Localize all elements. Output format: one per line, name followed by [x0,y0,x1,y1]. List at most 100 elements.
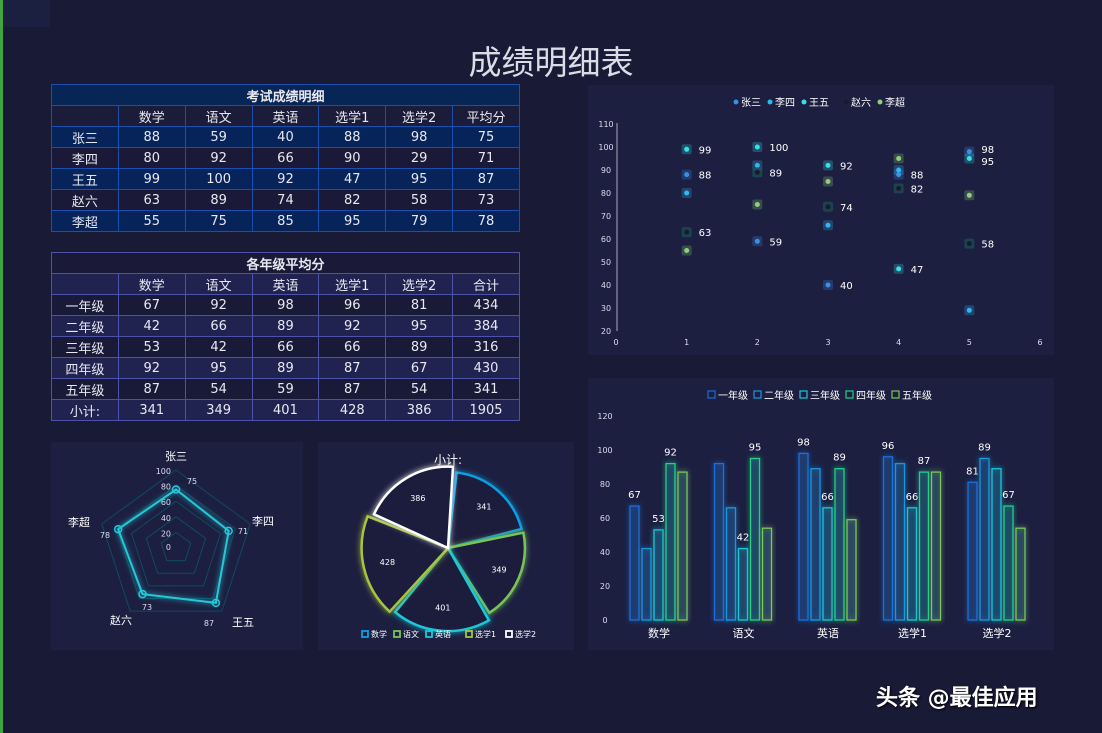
radar-panel: 020406080100张三75李四71王五87赵六73李超78 [51,442,303,650]
table-cell: 89 [386,337,453,358]
x-tick-label: 1 [684,338,689,347]
y-tick-label: 120 [597,412,612,421]
data-label: 67 [1002,490,1015,501]
bar [908,508,917,620]
table-cell: 95 [319,211,386,232]
legend-marker [754,391,761,398]
table-cell: 87 [319,379,386,400]
data-label: 47 [911,265,924,276]
bar [763,528,772,620]
table-cell: 59 [252,379,319,400]
data-label: 89 [833,453,846,464]
y-tick-label: 90 [601,166,611,175]
pie-panel: 小计:341349401428386数学语文英语选学1选学2 [318,442,574,650]
x-tick-label: 选学2 [983,626,1012,640]
legend-label: 三年级 [810,389,840,402]
data-point [755,202,760,207]
table-cell: 341 [118,400,185,421]
exam-scores-table: 考试成绩明细数学语文英语选学1选学2平均分张三885940889875李四809… [51,84,520,232]
bar [896,464,905,620]
bar [811,469,820,620]
data-point [967,156,972,161]
column-header: 语文 [185,106,252,127]
table-cell: 59 [185,127,252,148]
data-point [755,145,760,150]
data-point [896,156,901,161]
table-cell: 92 [319,316,386,337]
data-label: 100 [769,143,788,154]
radar-value-label: 73 [142,603,152,612]
table-cell: 40 [252,127,319,148]
radar-indicator-label: 李超 [68,515,90,529]
y-tick-label: 20 [600,582,610,591]
table-cell: 二年级 [52,316,119,337]
data-label: 59 [769,237,782,248]
table-cell: 95 [386,316,453,337]
watermark: 头条 @最佳应用 [876,680,1038,712]
table-cell: 赵六 [52,190,119,211]
column-header [52,274,119,295]
y-tick-label: 70 [601,212,611,221]
bar [630,506,639,620]
legend-label: 语文 [403,629,419,639]
data-label: 63 [699,228,712,239]
corner-block [3,0,50,27]
y-tick-label: 60 [600,514,610,523]
table-cell: 54 [185,379,252,400]
table-cell: 99 [118,169,185,190]
table-row: 五年级8754598754341 [52,379,520,400]
scatter-chart: 20304050607080901001100123456张三李四王五赵六李超9… [588,85,1054,355]
legend-marker [394,631,400,637]
legend-marker [802,100,807,105]
table-cell: 李超 [52,211,119,232]
table-cell: 王五 [52,169,119,190]
y-tick-label: 80 [601,189,611,198]
column-header: 平均分 [453,106,520,127]
table-cell: 95 [185,358,252,379]
table-cell: 1905 [453,400,520,421]
legend-label: 赵六 [851,96,871,109]
bar [739,549,748,620]
bar [884,457,893,620]
data-point [755,163,760,168]
data-label: 92 [840,161,853,172]
table-row: 二年级4266899295384 [52,316,520,337]
legend-label: 李超 [885,96,905,109]
data-label: 58 [981,240,994,251]
column-header: 数学 [118,106,185,127]
legend-label: 四年级 [856,389,886,402]
x-tick-label: 数学 [648,626,670,640]
legend-marker [466,631,472,637]
table-cell: 42 [118,316,185,337]
table-caption: 考试成绩明细 [52,85,520,106]
table-row: 李四809266902971 [52,148,520,169]
bar [823,508,832,620]
data-label: 96 [882,441,895,452]
data-point [967,308,972,313]
data-point [896,186,901,191]
bar [666,464,675,620]
y-tick-label: 20 [601,327,611,336]
table-cell: 386 [386,400,453,421]
y-tick-label: 40 [600,548,610,557]
left-accent-bar [0,0,3,733]
table-row: 李超557585957978 [52,211,520,232]
data-label: 98 [981,145,994,156]
legend-marker [844,100,849,105]
table-cell: 78 [453,211,520,232]
table-row: 赵六638974825873 [52,190,520,211]
bar [751,459,760,621]
data-point [684,172,689,177]
table-cell: 95 [386,169,453,190]
data-label: 66 [821,492,834,503]
data-label: 92 [664,448,677,459]
table-cell: 89 [185,190,252,211]
column-header: 英语 [252,274,319,295]
data-point [967,193,972,198]
radar-value-label: 78 [100,531,110,540]
pie-value-label: 386 [410,494,425,503]
table-cell: 74 [252,190,319,211]
radar-indicator-label: 王五 [232,616,254,629]
radar-indicator-label: 赵六 [110,613,132,627]
table-cell: 89 [252,316,319,337]
